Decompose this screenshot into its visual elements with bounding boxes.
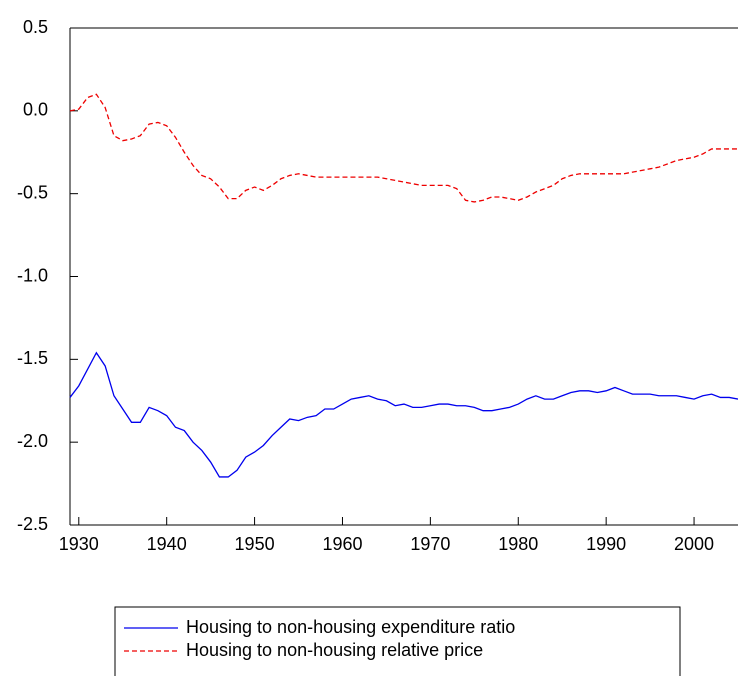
- legend-box: [114, 606, 681, 676]
- x-tick-label: 2000: [674, 534, 714, 554]
- legend-label: Housing to non-housing expenditure ratio: [186, 617, 515, 637]
- x-tick-label: 1990: [586, 534, 626, 554]
- y-tick-label: -2.0: [17, 431, 48, 451]
- series-line: [69, 93, 738, 203]
- y-tick-label: -1.0: [17, 265, 48, 285]
- x-tick-label: 1970: [410, 534, 450, 554]
- y-tick-label: -1.5: [17, 348, 48, 368]
- y-tick-label: 0.5: [23, 17, 48, 37]
- x-tick-label: 1950: [235, 534, 275, 554]
- x-tick-label: 1980: [498, 534, 538, 554]
- y-tick-label: -0.5: [17, 182, 48, 202]
- y-tick-label: 0.0: [23, 100, 48, 120]
- series-line: [69, 351, 738, 478]
- x-tick-label: 1940: [147, 534, 187, 554]
- y-tick-label: -2.5: [17, 514, 48, 534]
- x-tick-label: 1960: [322, 534, 362, 554]
- legend-label: Housing to non-housing relative price: [186, 640, 483, 660]
- x-tick-label: 1930: [59, 534, 99, 554]
- legend: [114, 606, 681, 676]
